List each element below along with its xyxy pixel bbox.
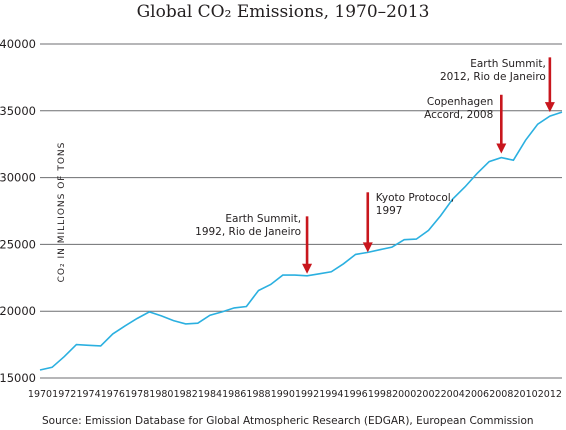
y-axis-ticks: 15000 20000 25000 30000 35000 40000 [0, 37, 36, 385]
x-tick-label: 1984 [198, 389, 222, 400]
annotation: Earth Summit,1992, Rio de Janeiro [195, 213, 313, 274]
x-tick-label: 2006 [465, 389, 489, 400]
x-tick-label: 2010 [513, 389, 537, 400]
x-tick-label: 1980 [149, 389, 173, 400]
annotation-label: 1992, Rio de Janeiro [195, 226, 301, 238]
x-axis-ticks: 1970 1972 1974 1976 1978 1980 1982 1984 1986 1988… [28, 389, 562, 400]
series-group [39, 111, 563, 371]
x-tick-label: 1974 [76, 389, 100, 400]
annotation-arrowhead [302, 263, 313, 274]
source-note: Source: Emission Database for Global Atm… [42, 415, 534, 427]
annotation-arrowhead [544, 102, 555, 113]
y-axis-label: CO₂ IN MILLIONS OF TONS [57, 142, 67, 283]
annotation: Earth Summit,2012, Rio de Janeiro [440, 57, 555, 113]
series-line [39, 111, 563, 371]
x-tick-label: 1982 [174, 389, 198, 400]
y-tick-label: 15000 [0, 371, 36, 385]
x-tick-label: 1990 [271, 389, 295, 400]
annotation-label: Copenhagen [427, 96, 493, 108]
y-tick-label: 35000 [0, 104, 36, 118]
annotation-label: Accord, 2008 [424, 109, 493, 121]
x-tick-label: 2000 [392, 389, 416, 400]
annotation-label: Earth Summit, [470, 58, 546, 70]
annotation-arrowhead [362, 242, 373, 253]
annotation-arrowhead [496, 143, 507, 154]
x-tick-label: 1986 [222, 389, 246, 400]
x-tick-label: 1976 [101, 389, 125, 400]
annotation: Kyoto Protocol,1997 [362, 192, 454, 253]
x-tick-label: 2008 [489, 389, 513, 400]
annotation-label: Earth Summit, [225, 213, 301, 225]
annotation-label: Kyoto Protocol, [376, 192, 454, 204]
x-tick-label: 1970 [28, 389, 52, 400]
x-tick-label: 1978 [125, 389, 149, 400]
y-tick-label: 25000 [0, 237, 36, 251]
y-tick-label: 30000 [0, 171, 36, 185]
x-tick-label: 1992 [295, 389, 319, 400]
gridlines [40, 43, 562, 379]
x-tick-label: 1972 [52, 389, 76, 400]
x-tick-label: 2012 [538, 389, 562, 400]
annotation-label: 1997 [376, 205, 403, 217]
x-tick-label: 1998 [368, 389, 392, 400]
x-tick-label: 2002 [416, 389, 440, 400]
x-tick-label: 1996 [344, 389, 368, 400]
x-tick-label: 1988 [246, 389, 270, 400]
x-tick-label: 1994 [319, 389, 343, 400]
y-tick-label: 20000 [0, 304, 36, 318]
x-tick-label: 2004 [441, 389, 465, 400]
y-tick-label: 40000 [0, 37, 36, 51]
chart-title: Global CO₂ Emissions, 1970–2013 [137, 2, 430, 22]
annotation-label: 2012, Rio de Janeiro [440, 71, 546, 83]
